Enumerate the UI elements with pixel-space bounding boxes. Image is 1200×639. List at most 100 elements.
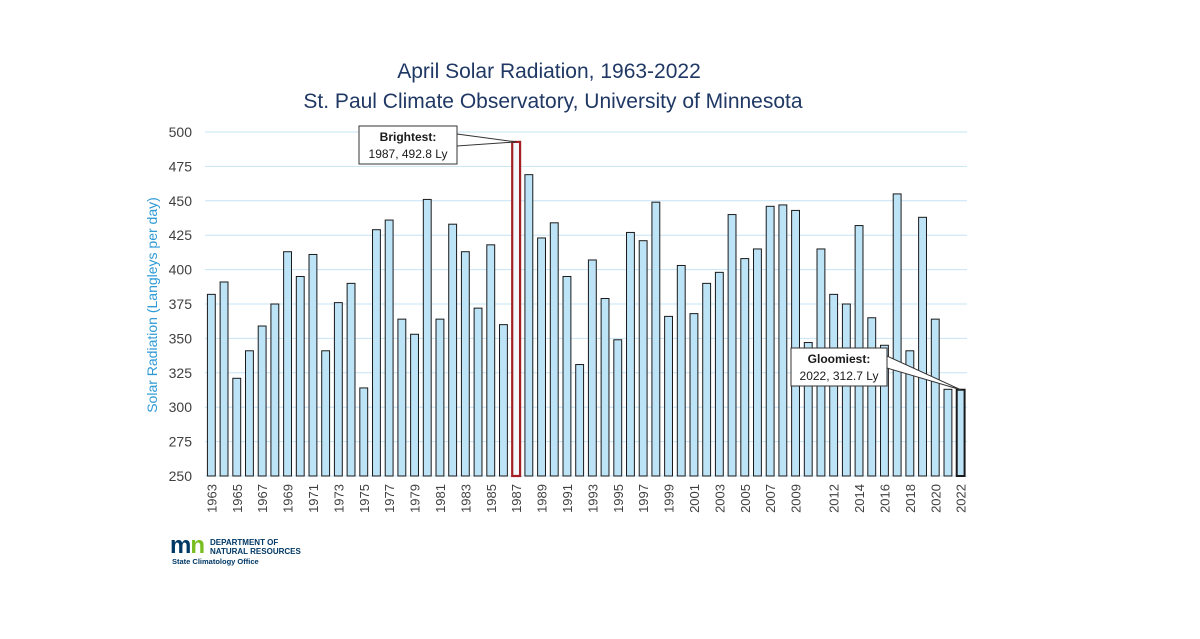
dnr-logo: mn DEPARTMENT OF NATURAL RESOURCES State… [170, 532, 330, 569]
gridlines [205, 131, 967, 477]
bar-1989 [537, 237, 546, 477]
x-tick-label: 2005 [738, 484, 753, 513]
bar-1982 [448, 223, 458, 477]
bar-1997 [638, 240, 648, 477]
x-tick-label: 1997 [636, 484, 651, 513]
x-tick-label: 2007 [763, 484, 778, 513]
bar-1996 [626, 231, 635, 477]
callout-text: 1987, 492.8 Ly [369, 147, 448, 161]
bar-1963 [206, 293, 216, 477]
callout-pointer [456, 133, 517, 147]
bar-1990 [549, 222, 559, 477]
y-tick-label: 350 [169, 330, 193, 346]
x-tick-label: 2001 [687, 484, 702, 513]
bar-2021 [943, 388, 953, 477]
bar-1985 [486, 244, 496, 477]
y-tick-label: 275 [169, 434, 193, 450]
y-tick-label: 450 [169, 193, 193, 209]
bar-1999 [664, 315, 673, 477]
bar-1965 [232, 377, 242, 477]
x-tick-label: 1977 [382, 484, 397, 513]
bar-2004 [727, 214, 737, 477]
bar-1983 [460, 251, 470, 477]
x-tick-label: 1995 [611, 484, 626, 513]
x-tick-label: 1993 [585, 484, 600, 513]
bar-1988 [524, 174, 534, 477]
callout-gloomiest: Gloomiest: 2022, 312.7 Ly [790, 347, 961, 391]
bar-1994 [600, 297, 610, 477]
x-tick-label: 1989 [535, 484, 550, 513]
x-tick-label: 1965 [230, 484, 245, 513]
y-axis-ticks: 250 275 300 325 350 375 400 425 450 475 500 [169, 124, 193, 484]
y-tick-label: 500 [169, 124, 193, 140]
x-tick-label: 2003 [712, 484, 727, 513]
bar-2008 [778, 204, 788, 477]
logo-m: m [170, 532, 191, 559]
bar-1991 [562, 275, 572, 477]
x-tick-label: 2016 [877, 484, 892, 513]
bar-2010 [803, 342, 813, 477]
x-tick-label: 1985 [484, 484, 499, 513]
bar-1976 [372, 229, 381, 477]
x-tick-label: 2012 [827, 484, 842, 513]
callout-box [790, 347, 888, 387]
x-tick-label: 2014 [852, 484, 867, 513]
y-axis-label: Solar Radiation (Langleys per day) [144, 197, 160, 413]
bar-1967 [257, 325, 267, 477]
x-tick-label: 1999 [662, 484, 677, 513]
bar-2007 [765, 205, 775, 477]
x-tick-label: 1981 [433, 484, 448, 513]
bar-1966 [245, 350, 254, 477]
callout-text: 2022, 312.7 Ly [800, 369, 879, 383]
callout-box [358, 125, 458, 165]
bar-1980 [422, 198, 432, 477]
bar-2022 [955, 388, 966, 477]
x-axis-ticks: 1963 1965 1967 1969 1971 1973 1975 1977 1979 1981… [204, 484, 968, 513]
mn-logo-mark: mn [170, 532, 205, 559]
x-tick-label: 1969 [281, 484, 296, 513]
bar-2016 [880, 344, 889, 477]
callout-title: Gloomiest: [808, 352, 871, 366]
x-tick-label: 1971 [306, 484, 321, 513]
x-tick-label: 1987 [509, 484, 524, 513]
logo-dept-line2: NATURAL RESOURCES [210, 547, 301, 556]
bar-1971 [308, 253, 318, 477]
callout-brightest: Brightest: 1987, 492.8 Ly [358, 125, 517, 165]
bar-2013 [841, 303, 851, 477]
x-tick-label: 1979 [408, 484, 423, 513]
bar-1972 [321, 350, 331, 477]
x-tick-label: 1963 [204, 484, 219, 513]
callouts: Brightest: 1987, 492.8 Ly Gloomiest: 2022, … [358, 125, 961, 391]
bar-1987 [511, 140, 522, 478]
bar-1973 [333, 302, 343, 477]
logo-department-text: DEPARTMENT OF NATURAL RESOURCES [210, 538, 340, 556]
bar-1978 [397, 318, 407, 477]
y-tick-label: 425 [169, 227, 193, 243]
bar-1993 [587, 259, 597, 477]
bar-2000 [676, 264, 686, 477]
y-tick-label: 400 [169, 262, 193, 278]
bar-1998 [651, 201, 661, 477]
bar-1986 [499, 324, 508, 477]
bar-1970 [295, 275, 305, 477]
x-tick-label: 1973 [331, 484, 346, 513]
bar-2017 [892, 193, 902, 477]
y-tick-label: 250 [169, 468, 193, 484]
bars [206, 140, 966, 478]
bar-1975 [359, 387, 369, 477]
bar-1981 [435, 318, 445, 477]
x-tick-label: 1983 [458, 484, 473, 513]
logo-dept-line1: DEPARTMENT OF [210, 538, 279, 547]
logo-n: n [190, 532, 205, 559]
chart-subtitle: St. Paul Climate Observatory, University… [303, 90, 802, 113]
chart-title: April Solar Radiation, 1963-2022 [397, 60, 701, 83]
bar-2020 [930, 318, 940, 477]
x-tick-label: 1991 [560, 484, 575, 513]
x-tick-label: 2009 [789, 484, 804, 513]
bar-2005 [740, 258, 750, 477]
bar-2019 [918, 216, 927, 477]
bar-1977 [384, 219, 394, 477]
logo-office-text: State Climatology Office [172, 557, 259, 566]
y-tick-label: 375 [169, 296, 193, 312]
